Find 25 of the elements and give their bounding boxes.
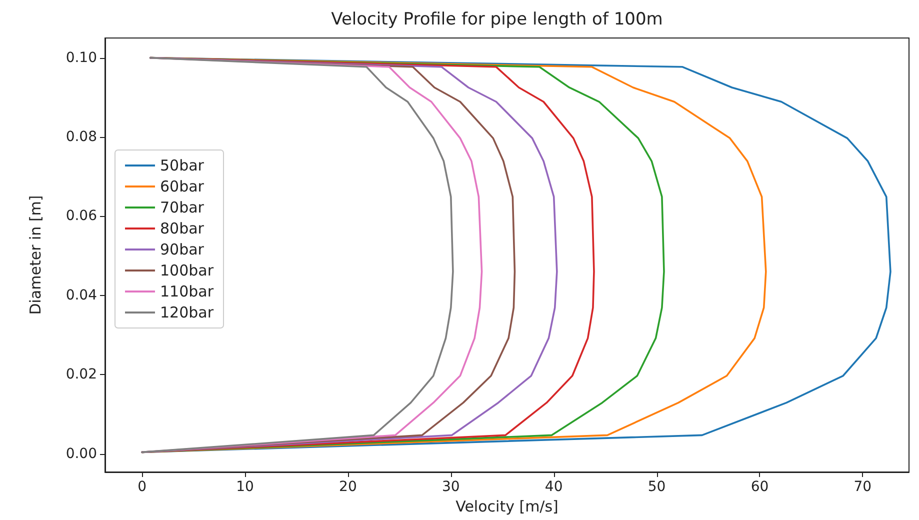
- chart-title: Velocity Profile for pipe length of 100m: [331, 10, 663, 30]
- y-tick-label: 0.08: [66, 128, 97, 145]
- x-tick-label: 30: [442, 479, 460, 495]
- y-tick-label: 0.10: [66, 50, 97, 66]
- x-tick-label: 0: [138, 479, 147, 495]
- y-tick-label: 0.00: [66, 446, 97, 462]
- y-tick-label: 0.06: [66, 208, 98, 224]
- legend-label: 120bar: [160, 304, 214, 322]
- x-tick-label: 20: [339, 479, 357, 495]
- legend-label: 100bar: [160, 262, 214, 280]
- y-axis-title: Diameter in [m]: [26, 195, 44, 315]
- x-tick-label: 70: [854, 479, 872, 495]
- y-tick-label: 0.04: [66, 287, 98, 304]
- legend-label: 60bar: [160, 178, 205, 196]
- legend-label: 70bar: [160, 198, 205, 216]
- y-tick-label: 0.02: [66, 366, 97, 383]
- x-tick-label: 50: [648, 479, 666, 495]
- legend-label: 90bar: [160, 240, 205, 258]
- x-tick-label: 10: [236, 479, 254, 495]
- x-tick-label: 40: [544, 479, 563, 495]
- legend-label: 110bar: [160, 282, 214, 300]
- x-tick-label: 60: [750, 479, 769, 495]
- legend-label: 80bar: [160, 220, 205, 238]
- x-axis-title: Velocity [m/s]: [456, 497, 558, 516]
- legend-label: 50bar: [160, 156, 205, 174]
